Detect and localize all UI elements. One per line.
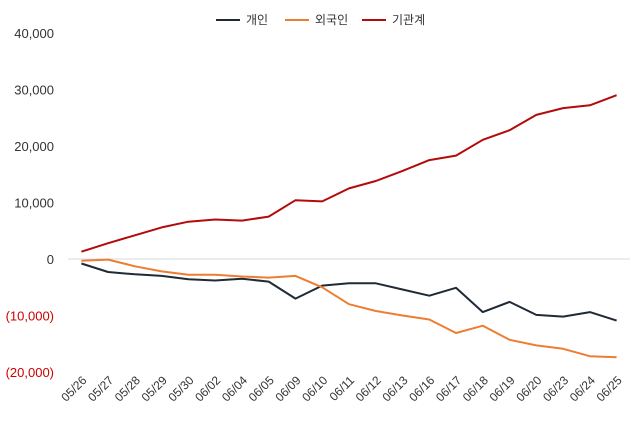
x-tick-label: 06/20 xyxy=(513,373,544,404)
y-tick-label: 40,000 xyxy=(14,26,54,41)
x-tick-label: 05/27 xyxy=(85,373,116,404)
x-axis: 05/2605/2705/2805/2905/3006/0206/0406/05… xyxy=(58,373,625,404)
legend-label-individual: 개인 xyxy=(246,13,268,27)
y-tick-label: 0 xyxy=(47,252,54,267)
x-tick-label: 05/28 xyxy=(112,373,143,404)
series-line-foreign xyxy=(81,258,617,359)
legend-label-institution: 기관계 xyxy=(392,13,425,27)
x-tick-label: 06/24 xyxy=(567,373,598,404)
x-tick-label: 06/04 xyxy=(219,373,250,404)
x-tick-label: 06/25 xyxy=(594,373,625,404)
legend: 개인 외국인 기관계 xyxy=(216,13,425,27)
series-line-institution xyxy=(81,94,617,253)
y-axis: 40,000 30,000 20,000 10,000 0 (10,000) (20,000… xyxy=(6,26,54,380)
x-tick-label: 06/09 xyxy=(272,373,303,404)
x-tick-label: 06/23 xyxy=(540,373,571,404)
x-tick-label: 06/12 xyxy=(353,373,384,404)
y-tick-label: 30,000 xyxy=(14,83,54,98)
x-tick-label: 06/17 xyxy=(433,373,464,404)
x-tick-label: 06/11 xyxy=(327,373,358,404)
x-tick-label: 06/05 xyxy=(246,373,277,404)
x-tick-label: 05/30 xyxy=(165,373,196,404)
y-tick-label: 10,000 xyxy=(14,196,54,211)
x-tick-label: 05/26 xyxy=(58,373,89,404)
y-tick-label: (20,000) xyxy=(6,365,54,380)
x-tick-label: 06/16 xyxy=(406,373,437,404)
x-tick-label: 05/29 xyxy=(139,373,170,404)
series-line-individual xyxy=(81,262,617,322)
x-tick-label: 06/18 xyxy=(460,373,491,404)
y-tick-label: 20,000 xyxy=(14,139,54,154)
legend-label-foreign: 외국인 xyxy=(315,13,348,27)
x-tick-label: 06/02 xyxy=(192,373,223,404)
x-tick-label: 06/13 xyxy=(380,373,411,404)
x-tick-label: 06/19 xyxy=(487,373,518,404)
plot-series xyxy=(81,94,617,359)
x-tick-label: 06/10 xyxy=(299,373,330,404)
y-tick-label: (10,000) xyxy=(6,309,54,324)
